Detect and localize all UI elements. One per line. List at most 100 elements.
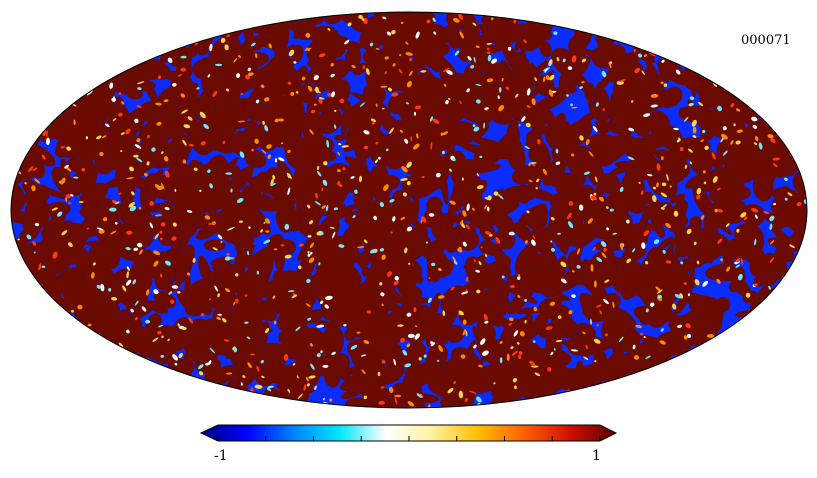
map-accent-speck xyxy=(326,139,330,148)
map-blob xyxy=(119,309,134,328)
map-blob xyxy=(650,206,673,224)
map-accent-speck xyxy=(530,239,536,246)
map-accent-speck xyxy=(361,354,367,357)
map-blob xyxy=(276,159,298,197)
map-accent-speck xyxy=(753,283,758,287)
map-accent-speck xyxy=(420,216,427,223)
map-accent-speck xyxy=(209,347,216,354)
map-accent-speck xyxy=(666,173,669,181)
map-accent-speck xyxy=(399,54,402,57)
map-accent-speck xyxy=(702,170,706,174)
map-accent-speck xyxy=(280,244,285,247)
map-accent-speck xyxy=(266,388,272,392)
map-accent-speck xyxy=(464,398,468,402)
map-blob xyxy=(266,293,299,319)
map-blob xyxy=(689,312,705,329)
map-accent-speck xyxy=(717,208,724,213)
map-accent-speck xyxy=(133,154,139,158)
map-accent-speck xyxy=(307,85,313,92)
map-accent-speck xyxy=(261,149,267,154)
map-accent-speck xyxy=(491,58,498,64)
map-accent-speck xyxy=(645,308,649,313)
map-accent-speck xyxy=(337,151,341,156)
map-accent-speck xyxy=(98,229,105,234)
map-accent-speck xyxy=(86,90,93,96)
map-accent-speck xyxy=(115,201,120,205)
map-accent-speck xyxy=(240,382,243,386)
map-accent-speck xyxy=(453,381,457,384)
map-blob xyxy=(678,107,690,119)
map-blob xyxy=(581,277,608,298)
map-accent-speck xyxy=(161,335,164,339)
map-accent-speck xyxy=(375,48,380,50)
map-accent-speck xyxy=(186,272,191,276)
map-accent-speck xyxy=(652,195,657,203)
map-accent-speck xyxy=(321,205,326,209)
map-blob xyxy=(274,350,285,359)
map-accent-speck xyxy=(686,333,692,339)
map-accent-speck xyxy=(550,351,554,356)
map-accent-speck xyxy=(447,97,451,100)
map-accent-speck xyxy=(327,28,331,31)
map-accent-speck xyxy=(100,283,105,292)
map-accent-speck xyxy=(226,88,229,92)
map-blob xyxy=(598,62,620,90)
map-accent-speck xyxy=(510,346,514,350)
map-accent-speck xyxy=(517,295,521,298)
map-accent-speck xyxy=(171,285,179,289)
map-blob xyxy=(570,145,593,169)
map-accent-speck xyxy=(420,70,427,73)
map-blob xyxy=(449,362,462,392)
map-accent-speck xyxy=(134,300,139,306)
map-blob xyxy=(306,109,335,132)
map-accent-speck xyxy=(631,100,634,103)
map-blob xyxy=(275,201,298,233)
map-accent-speck xyxy=(157,75,162,80)
map-blob xyxy=(67,140,80,154)
map-accent-speck xyxy=(476,185,484,190)
map-accent-speck xyxy=(662,249,666,254)
map-accent-speck xyxy=(660,328,664,332)
map-accent-speck xyxy=(96,284,101,289)
map-accent-speck xyxy=(287,81,292,85)
map-accent-speck xyxy=(154,233,159,240)
map-accent-speck xyxy=(305,377,309,382)
map-accent-speck xyxy=(665,260,672,264)
map-accent-speck xyxy=(408,262,411,265)
map-blob xyxy=(579,292,603,322)
map-blob xyxy=(343,129,367,153)
map-accent-speck xyxy=(655,286,661,292)
map-accent-speck xyxy=(293,61,297,64)
map-blob xyxy=(343,178,362,191)
map-accent-speck xyxy=(716,278,721,284)
map-accent-speck xyxy=(745,292,751,298)
map-blob xyxy=(206,291,233,316)
map-accent-speck xyxy=(71,309,74,313)
map-accent-speck xyxy=(410,136,413,142)
map-blob xyxy=(523,352,543,384)
map-accent-speck xyxy=(383,184,389,192)
map-accent-speck xyxy=(413,111,417,116)
map-accent-speck xyxy=(318,262,321,266)
map-blob xyxy=(570,33,590,50)
map-accent-speck xyxy=(303,384,307,391)
map-accent-speck xyxy=(700,139,704,143)
map-accent-speck xyxy=(486,206,490,212)
map-accent-speck xyxy=(678,137,681,142)
map-accent-speck xyxy=(141,306,147,312)
map-accent-speck xyxy=(581,81,585,84)
map-accent-speck xyxy=(576,265,581,269)
map-accent-speck xyxy=(65,194,72,199)
map-accent-speck xyxy=(468,390,477,394)
map-accent-speck xyxy=(462,241,467,247)
colorbar-min-label: -1 xyxy=(214,448,228,464)
map-accent-speck xyxy=(172,222,177,227)
map-accent-speck xyxy=(796,202,802,206)
map-blob xyxy=(624,164,636,177)
map-accent-speck xyxy=(192,257,196,263)
map-blob xyxy=(480,351,492,363)
map-accent-speck xyxy=(596,257,603,263)
map-accent-speck xyxy=(198,371,204,376)
map-accent-speck xyxy=(579,86,583,90)
map-accent-speck xyxy=(660,156,664,161)
